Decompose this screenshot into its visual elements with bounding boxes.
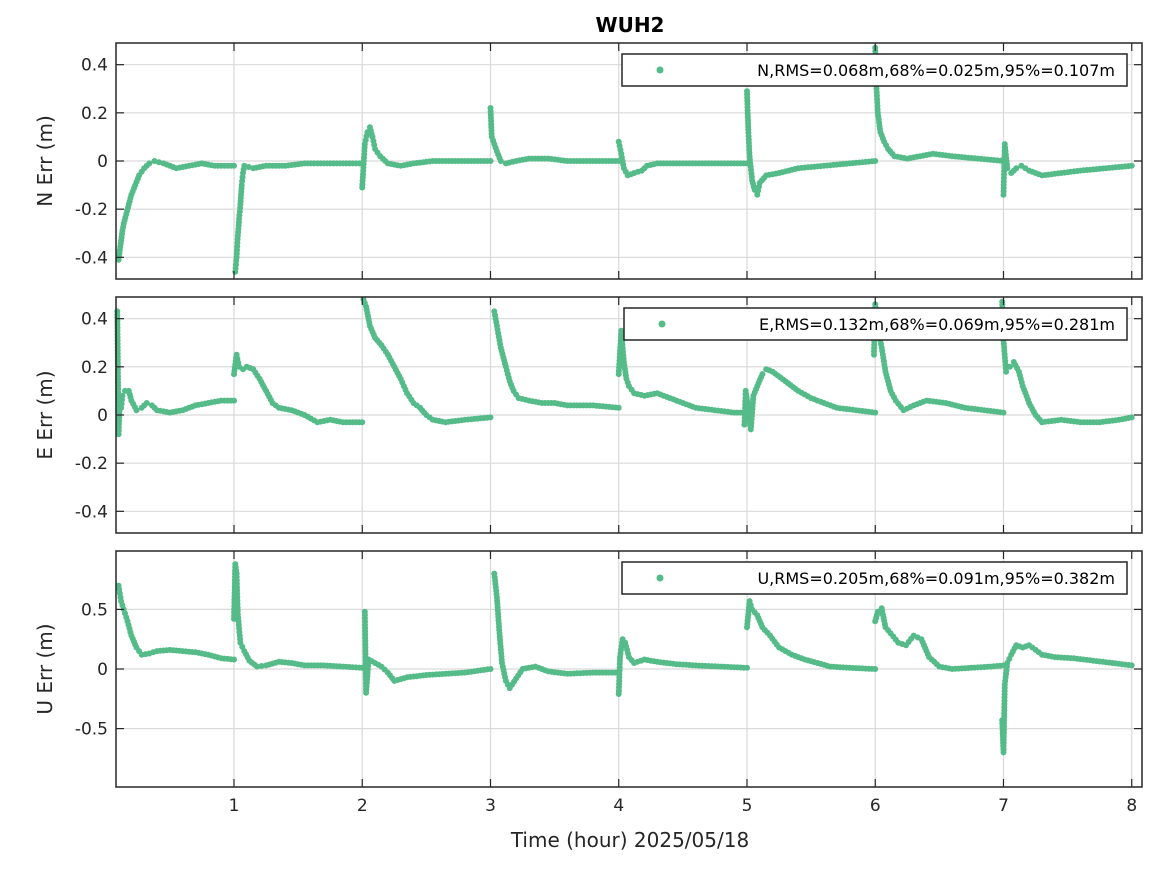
data-point: [615, 404, 622, 411]
y-tick-label: 0: [97, 152, 108, 172]
legend-label: E,RMS=0.132m,68%=0.069m,95%=0.281m: [759, 315, 1115, 334]
data-point: [497, 158, 504, 164]
y-axis-label-u: U Err (m): [33, 623, 57, 714]
data-point: [231, 656, 237, 663]
y-tick-label: 0.2: [81, 358, 108, 378]
data-point: [744, 664, 750, 671]
data-point: [119, 392, 126, 399]
data-point: [1003, 368, 1010, 375]
data-point: [156, 159, 162, 166]
data-point: [254, 663, 261, 670]
data-point: [1128, 162, 1135, 169]
panels: -0.4 -0.2 0 0.2 0.4 N Err (m) N,RMS=0.068m,68%…: [33, 42, 1143, 816]
data-point: [487, 158, 494, 164]
y-tick-label: 0.2: [81, 104, 108, 124]
x-tick-label: 3: [485, 796, 496, 816]
x-tick-label: 6: [870, 796, 881, 816]
data-point: [487, 666, 494, 672]
data-point: [143, 400, 150, 406]
x-axis-label: Time (hour) 2025/05/18: [510, 828, 749, 852]
data-point: [231, 162, 237, 169]
legend-box: [621, 561, 1128, 595]
data-point: [359, 419, 366, 426]
data-point: [1004, 165, 1011, 172]
legend-e: E,RMS=0.132m,68%=0.069m,95%=0.281m: [623, 307, 1128, 341]
data-point: [1128, 414, 1135, 421]
y-tick-label: 0.4: [81, 310, 108, 330]
legend-label: N,RMS=0.068m,68%=0.025m,95%=0.107m: [757, 61, 1115, 80]
data-point: [245, 164, 252, 170]
figure-title: WUH2: [596, 13, 665, 37]
data-point: [133, 407, 140, 414]
y-tick-label: 0: [97, 660, 108, 680]
y-tick-label: -0.4: [75, 248, 108, 268]
legend-box: [623, 307, 1128, 341]
data-point: [872, 409, 879, 416]
data-point: [487, 414, 494, 421]
legend-label: U,RMS=0.205m,68%=0.091m,95%=0.382m: [757, 569, 1115, 588]
data-points-n: [115, 44, 1135, 275]
legend-box: [621, 53, 1128, 87]
y-tick-label: -0.2: [75, 200, 108, 220]
panel-e: -0.4 -0.2 0 0.2 0.4 E Err (m) E,RMS=0.132m,68%…: [33, 296, 1143, 534]
x-tick-label: 2: [357, 796, 368, 816]
y-tick-label: 0.5: [81, 600, 108, 620]
data-point: [1013, 165, 1020, 172]
x-tick-label: 1: [229, 796, 240, 816]
x-tick-label: 7: [998, 796, 1009, 816]
x-tick-label: 8: [1126, 796, 1137, 816]
data-point: [1128, 662, 1135, 669]
legend-n: N,RMS=0.068m,68%=0.025m,95%=0.107m: [621, 53, 1128, 87]
legend-u: U,RMS=0.205m,68%=0.091m,95%=0.382m: [621, 561, 1128, 595]
legend-marker: [656, 574, 664, 582]
data-point: [759, 371, 766, 378]
data-point: [146, 160, 153, 167]
y-tick-label: -0.2: [75, 454, 108, 474]
y-axis-label-n: N Err (m): [33, 115, 57, 207]
data-point: [1006, 363, 1013, 370]
y-tick-label: 0.4: [81, 56, 108, 76]
y-tick-label: -0.5: [75, 720, 108, 740]
data-point: [872, 666, 879, 672]
panel-n: -0.4 -0.2 0 0.2 0.4 N Err (m) N,RMS=0.068m,68%…: [33, 42, 1143, 280]
data-point: [872, 158, 879, 164]
legend-marker: [656, 66, 664, 74]
x-tick-label: 4: [613, 796, 624, 816]
x-tick-label: 5: [742, 796, 753, 816]
y-tick-label: 0: [97, 406, 108, 426]
y-axis-label-e: E Err (m): [33, 370, 57, 459]
data-point: [231, 397, 237, 404]
data-point: [874, 608, 881, 615]
data-point: [1000, 409, 1007, 416]
data-points-u: [115, 561, 1135, 756]
legend-marker: [658, 320, 666, 328]
y-tick-label: -0.4: [75, 502, 108, 522]
data-point: [151, 158, 158, 164]
panel-u: 1 2 3 4 5 6 7 8 -0.5 0 0.5 U Err (m) U,RMS=0.205m,68…: [33, 550, 1143, 816]
data-points-e: [114, 296, 1135, 438]
data-point: [258, 663, 265, 669]
